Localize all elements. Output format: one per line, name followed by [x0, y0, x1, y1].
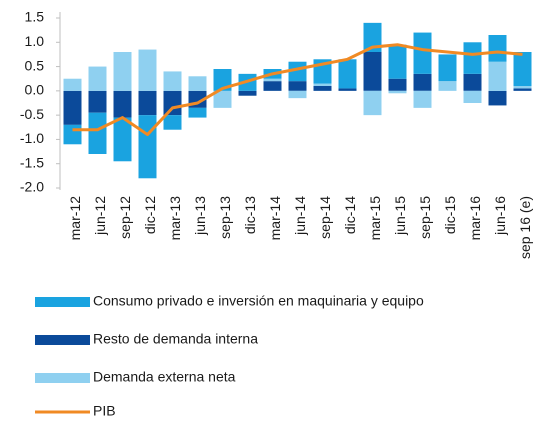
bar — [63, 124, 82, 145]
bar — [138, 49, 157, 91]
x-tick-label: dic-15 — [442, 196, 458, 234]
x-tick-label: mar-15 — [367, 196, 383, 241]
y-tick-label: -1.5 — [20, 154, 44, 170]
bar — [413, 32, 432, 74]
bar — [188, 76, 207, 91]
x-tick-label: sep-13 — [217, 196, 233, 239]
bar — [88, 90, 107, 113]
x-tick-label: sep 16 (e) — [517, 196, 533, 259]
legend-swatch — [35, 297, 90, 307]
bar — [313, 86, 332, 91]
bar — [88, 112, 107, 154]
bar — [388, 90, 407, 94]
bar — [63, 78, 82, 91]
x-tick-label: jun-13 — [192, 196, 208, 236]
bar — [338, 88, 357, 91]
bar — [513, 52, 532, 86]
bar — [413, 90, 432, 108]
bar — [363, 90, 382, 116]
x-tick-label: mar-14 — [267, 196, 283, 241]
bar — [163, 90, 182, 116]
bar — [463, 42, 482, 74]
bar — [438, 54, 457, 82]
x-tick-label: jun-12 — [92, 196, 108, 236]
bar — [263, 78, 282, 82]
bar — [463, 73, 482, 91]
legend-label: Consumo privado e inversión en maquinari… — [93, 293, 424, 309]
bar — [213, 69, 232, 91]
bar — [488, 61, 507, 91]
bar — [388, 44, 407, 79]
x-tick-label: mar-16 — [467, 196, 483, 241]
bar — [363, 22, 382, 52]
bar — [138, 90, 157, 116]
x-tick-label: mar-12 — [67, 196, 83, 241]
bar — [388, 78, 407, 91]
y-tick-label: -1.0 — [20, 130, 44, 146]
legend-label: Resto de demanda interna — [93, 331, 258, 347]
y-tick-label: 0.5 — [25, 57, 45, 73]
bar — [513, 88, 532, 91]
bar — [63, 90, 82, 125]
bar — [88, 66, 107, 91]
bar — [363, 52, 382, 91]
legend-swatch — [35, 373, 90, 383]
y-tick-label: -0.5 — [20, 106, 44, 122]
bar — [438, 81, 457, 91]
bar — [113, 52, 132, 91]
bar — [463, 90, 482, 103]
x-tick-label: jun-16 — [492, 196, 508, 236]
bar — [113, 117, 132, 162]
bar — [163, 71, 182, 91]
bar — [263, 81, 282, 91]
x-tick-label: mar-13 — [167, 196, 183, 241]
bar — [288, 61, 307, 82]
y-tick-label: 1.0 — [25, 33, 45, 49]
bar — [163, 115, 182, 130]
bar — [513, 86, 532, 89]
bar — [238, 90, 257, 96]
bar — [288, 81, 307, 91]
bar — [488, 90, 507, 106]
bar — [288, 90, 307, 99]
legend-label: Demanda externa neta — [93, 369, 236, 385]
line — [72, 43, 523, 137]
x-tick-label: jun-15 — [392, 196, 408, 236]
bar — [488, 35, 507, 62]
bar — [113, 90, 132, 118]
bar — [313, 83, 332, 86]
x-tick-label: dic-12 — [142, 196, 158, 234]
x-tick-label: jun-14 — [292, 196, 308, 236]
x-tick-label: dic-13 — [242, 196, 258, 234]
y-tick-label: -2.0 — [20, 179, 44, 195]
bar — [138, 115, 157, 179]
bar — [413, 73, 432, 91]
y-tick-label: 1.5 — [25, 9, 45, 25]
x-tick-label: dic-14 — [342, 196, 358, 234]
y-tick-label: 0.0 — [25, 82, 45, 98]
x-tick-label: sep-15 — [417, 196, 433, 239]
bar — [213, 90, 232, 108]
bar — [338, 59, 357, 89]
legend-label: PIB — [93, 403, 116, 419]
x-tick-label: sep-12 — [117, 196, 133, 239]
x-tick-label: sep-14 — [317, 196, 333, 239]
bar — [188, 107, 207, 118]
legend-swatch — [35, 335, 90, 345]
